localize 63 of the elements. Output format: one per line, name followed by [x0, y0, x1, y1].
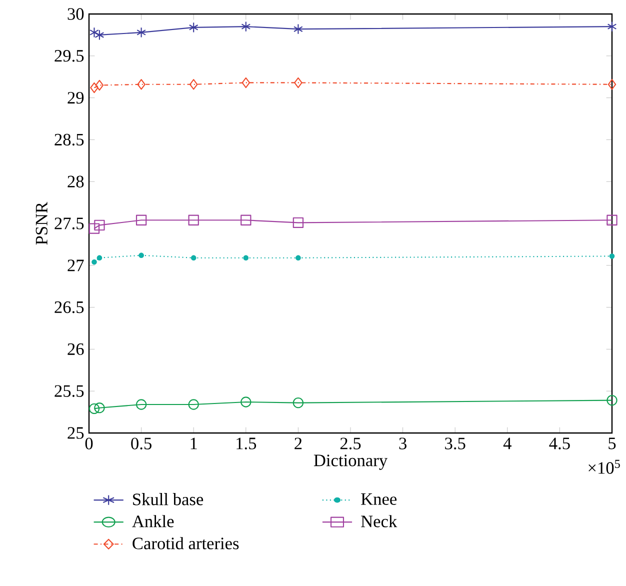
point: [90, 82, 98, 94]
point: [294, 77, 302, 88]
y-tick-label: 28: [68, 176, 84, 188]
point: [189, 79, 198, 90]
x-tick-label: 1.5: [236, 438, 256, 450]
y-tick-label: 29: [68, 92, 84, 104]
y-tick-label: 29.5: [54, 50, 84, 62]
point: [188, 399, 199, 410]
point: [608, 79, 616, 90]
point: [240, 396, 252, 408]
point: [190, 255, 196, 261]
y-tick-label: 28.5: [54, 134, 84, 146]
x-tick-label: 4.5: [549, 438, 570, 450]
point: [241, 21, 251, 32]
legend-label: Neck: [361, 515, 398, 528]
point: [242, 77, 250, 88]
point: [136, 214, 147, 226]
x-axis-title: Dictionary: [314, 454, 388, 470]
y-axis-title: PSNR: [36, 202, 48, 245]
point: [606, 214, 618, 226]
x-tick-label: 3.5: [445, 438, 466, 450]
point: [138, 252, 144, 258]
point: [95, 80, 104, 91]
x-tick-label: 5: [608, 438, 616, 450]
text: ×10$^{5}$: [588, 460, 620, 474]
y-tick-label: 26.5: [54, 301, 84, 314]
point: [292, 397, 304, 408]
point: [137, 79, 146, 90]
x-tick-label: 4: [503, 438, 512, 450]
point: [94, 402, 105, 414]
x-tick-label: 2.5: [340, 438, 361, 450]
x-tick-label: 0: [85, 438, 93, 450]
y-tick-label: 27: [68, 260, 84, 272]
point: [88, 223, 100, 234]
point: [90, 27, 99, 38]
point: [606, 394, 618, 406]
y-tick-label: 26: [68, 343, 84, 356]
y-tick-label: 30: [68, 8, 84, 20]
legend-label: Carotid arteries: [132, 537, 239, 550]
x-tick-label: 1: [190, 438, 197, 450]
x-tick-label: 0.5: [131, 438, 152, 450]
legend-label: Ankle: [132, 515, 174, 528]
point: [240, 214, 252, 226]
point: [88, 403, 100, 414]
point: [294, 24, 303, 34]
x-tick-label: 3: [399, 438, 406, 450]
legend-label: Knee: [361, 493, 397, 505]
point: [296, 255, 301, 261]
legend-label: Skull base: [133, 493, 204, 506]
point: [136, 27, 146, 38]
point: [607, 21, 617, 32]
y-tick-label: 25: [68, 427, 84, 439]
point: [292, 217, 304, 228]
x-tick-label: 2: [294, 438, 302, 450]
point: [96, 255, 102, 261]
point: [609, 254, 615, 259]
point: [188, 22, 198, 33]
y-tick-label: 25.5: [54, 385, 84, 397]
y-tick-label: 27.5: [54, 218, 84, 230]
point: [243, 255, 249, 261]
point: [92, 259, 97, 265]
point: [136, 399, 147, 410]
point: [188, 214, 199, 226]
